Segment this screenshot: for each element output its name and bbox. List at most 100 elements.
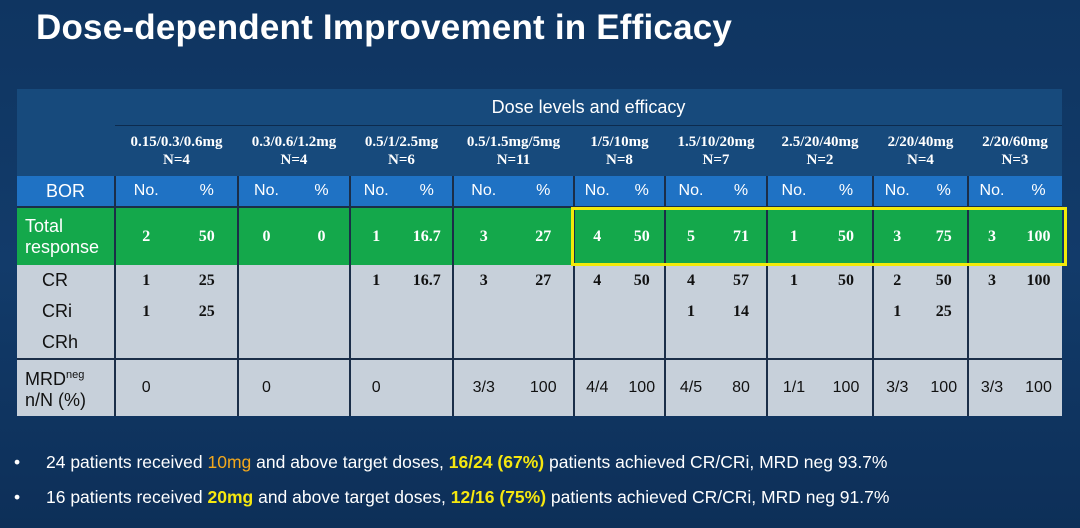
slide-title: Dose-dependent Improvement in Efficacy [36,8,733,47]
cri-label: CRi [17,296,115,327]
cri-pct-cell: 14 [716,296,767,327]
total-no-cell: 3 [872,206,921,265]
cri-pct-cell [513,296,574,327]
mrd-pct-cell: 100 [820,358,873,416]
total-no-cell: 1 [349,206,402,265]
no-header: No. [452,176,514,207]
bor-label: BOR [17,176,115,207]
mrd-pct-cell [176,358,238,416]
total-no-cell: 4 [573,206,620,265]
cr-pct-cell: 16.7 [401,265,453,296]
pct-header: % [820,176,873,207]
cri-pct-cell [619,296,665,327]
crh-row: CRh [17,327,1062,359]
efficacy-table: Dose levels and efficacy 0.15/0.3/0.6mg N… [17,89,1062,416]
group-header-row: Dose levels and efficacy [17,89,1062,126]
dose-header-5: 1/5/10mg N=8 [574,125,665,176]
mrd-pct-cell [401,358,453,416]
total-pct-cell: 50 [176,206,238,265]
crh-no-cell [114,327,177,359]
cr-no-cell: 1 [114,265,177,296]
dose-header-row: 0.15/0.3/0.6mg N=4 0.3/0.6/1.2mg N=4 0.5/1/2… [17,125,1062,176]
cri-pct-cell [294,296,350,327]
no-header: No. [114,176,177,207]
crh-no-cell [872,327,921,359]
no-header: No. [766,176,820,207]
crh-pct-cell [1015,327,1062,359]
crh-pct-cell [513,327,574,359]
dose-header-2: 0.3/0.6/1.2mg N=4 [238,125,350,176]
group-header: Dose levels and efficacy [115,89,1062,126]
cri-pct-cell [820,296,873,327]
t: and above target doses, [253,487,451,507]
total-no-cell: 5 [664,206,716,265]
dose-label: 0.5/1/2.5mg [364,134,439,150]
dose-header-8: 2/20/40mg N=4 [873,125,968,176]
cr-pct-cell: 50 [920,265,968,296]
cri-row: CRi 1 25 1 14 1 25 [17,296,1062,327]
mrd-no-cell: 3/3 [452,358,514,416]
cr-pct-cell [294,265,350,296]
bullet-text: 24 patients received 10mg and above targ… [46,452,887,487]
no-header: No. [349,176,402,207]
crh-pct-cell [294,327,350,359]
rate-highlight: 16/24 (67%) [448,452,545,472]
bullet-1: • 24 patients received 10mg and above ta… [14,452,889,487]
bullet-text: 16 patients received 20mg and above targ… [46,487,889,522]
n-label: N=11 [496,152,531,168]
pct-header: % [716,176,767,207]
cri-no-cell: 1 [664,296,716,327]
dose-label: 2/20/60mg [982,134,1048,150]
cri-no-cell [452,296,514,327]
pct-header: % [1015,176,1062,207]
crh-pct-cell [716,327,767,359]
crh-pct-cell [619,327,665,359]
pct-header: % [176,176,238,207]
crh-no-cell [452,327,514,359]
crh-no-cell [349,327,402,359]
cr-pct-cell: 25 [176,265,238,296]
cri-no-cell [573,296,620,327]
bullet-list: • 24 patients received 10mg and above ta… [14,452,889,522]
no-header: No. [573,176,620,207]
t: and above target doses, [251,452,449,472]
dose-label: 1/5/10mg [590,134,649,150]
mrd-pct-cell: 100 [920,358,968,416]
crh-pct-cell [176,327,238,359]
mrd-pct-cell: 80 [716,358,767,416]
mrd-no-cell: 0 [237,358,294,416]
cr-row: CR 1 25 1 16.7 3 27 4 50 4 57 1 50 2 50 3 100 [17,265,1062,296]
cr-no-cell: 3 [452,265,514,296]
label-line-2: response [25,236,100,257]
cri-no-cell [349,296,402,327]
cr-pct-cell: 100 [1015,265,1062,296]
cri-no-cell [967,296,1015,327]
crh-pct-cell [820,327,873,359]
total-no-cell: 1 [766,206,820,265]
cr-no-cell: 1 [349,265,402,296]
mrd-pct-cell [294,358,350,416]
dose-label: 1.5/10/20mg [677,134,755,150]
mrd-pct-cell: 100 [1015,358,1062,416]
mrd-no-cell: 3/3 [967,358,1015,416]
dose-label: 0.3/0.6/1.2mg [251,134,337,150]
bullet-icon: • [14,452,21,472]
cri-no-cell [766,296,820,327]
total-pct-cell: 100 [1015,206,1062,265]
pct-header: % [619,176,665,207]
cr-pct-cell: 50 [820,265,873,296]
rate-highlight: 12/16 (75%) [450,487,547,507]
n-label: N=4 [280,152,308,168]
no-header: No. [872,176,921,207]
cri-pct-cell: 25 [920,296,968,327]
n-label: N=8 [606,152,633,168]
no-header: No. [664,176,716,207]
bor-header-row: BOR No.% No.% No.% No.% No.% No.% No.% No.% No.% [17,176,1062,207]
mrd-pct-cell: 100 [619,358,665,416]
crh-no-cell [237,327,294,359]
n-label: N=6 [388,152,415,168]
bullet-2: • 16 patients received 20mg and above ta… [14,487,889,522]
mrd-label: MRDneg n/N (%) [17,358,115,416]
total-pct-cell: 27 [513,206,574,265]
dose-header-7: 2.5/20/40mg N=2 [767,125,873,176]
